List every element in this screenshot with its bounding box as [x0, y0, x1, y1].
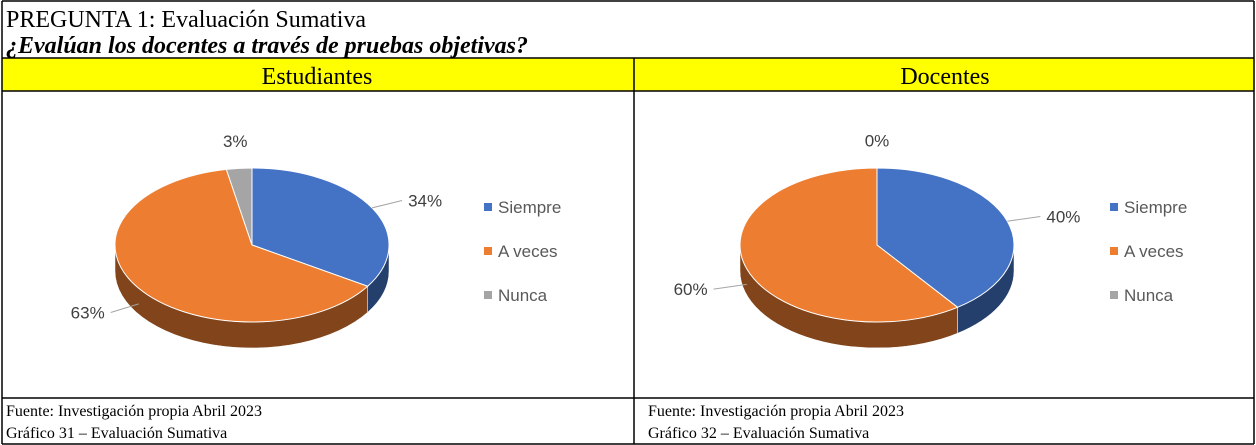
legend-swatch — [484, 247, 492, 255]
column-heading: Docentes — [900, 64, 989, 90]
pie-slice — [114, 168, 369, 323]
data-label: 63% — [71, 304, 105, 323]
legend-label: Nunca — [498, 286, 548, 305]
caption: Gráfico 32 – Evaluación Sumativa — [648, 425, 869, 442]
data-label: 0% — [865, 132, 890, 151]
column-heading: Estudiantes — [262, 64, 373, 90]
legend-swatch — [1110, 203, 1118, 211]
leader-line — [371, 200, 403, 209]
leader-line — [1007, 215, 1041, 222]
pie-slice — [225, 167, 253, 246]
legend-label: Siempre — [498, 198, 561, 217]
legend-swatch — [1110, 291, 1118, 299]
legend-swatch — [484, 203, 492, 211]
leader-line — [110, 303, 139, 314]
question: ¿Evalúan los docentes a través de prueba… — [6, 33, 528, 59]
pie-slice — [739, 167, 959, 323]
legend-label: A veces — [498, 242, 558, 261]
title: PREGUNTA 1: Evaluación Sumativa — [6, 7, 366, 33]
legend-swatch — [1110, 247, 1118, 255]
legend-label: A veces — [1124, 242, 1184, 261]
leader-line — [713, 283, 747, 290]
legend-swatch — [484, 291, 492, 299]
source: Fuente: Investigación propia Abril 2023 — [648, 403, 904, 420]
data-label: 60% — [674, 280, 708, 299]
data-label: 3% — [223, 132, 248, 151]
data-label: 34% — [408, 191, 442, 210]
data-label: 40% — [1046, 207, 1080, 226]
source: Fuente: Investigación propia Abril 2023 — [6, 403, 262, 420]
pie-slice — [876, 167, 1015, 308]
heading-band — [2, 58, 1254, 91]
caption: Gráfico 31 – Evaluación Sumativa — [6, 425, 227, 442]
legend-label: Siempre — [1124, 198, 1187, 217]
legend-label: Nunca — [1124, 286, 1174, 305]
